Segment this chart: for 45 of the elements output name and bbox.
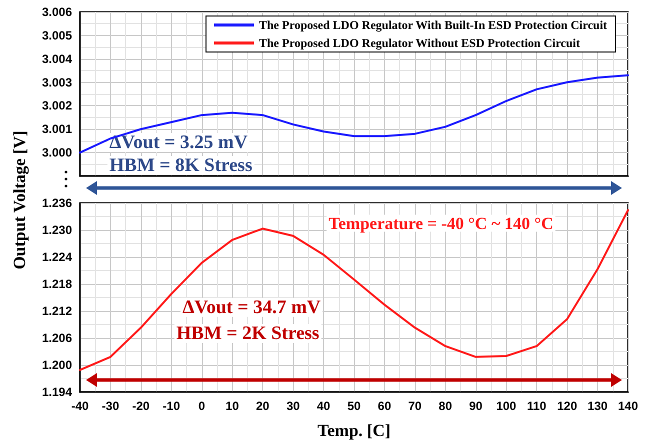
y-tick-label: 1.200: [42, 358, 72, 372]
x-tick-label: -30: [102, 399, 120, 413]
annotation: ΔVout = 3.25 mV: [109, 132, 248, 153]
annotation: HBM = 2K Stress: [176, 323, 320, 344]
y-tick-label: 1.212: [42, 304, 72, 318]
x-tick-label: -10: [162, 399, 180, 413]
y-tick-label: 3.001: [42, 122, 72, 136]
legend-label: The Proposed LDO Regulator With Built-In ESD Protection Circuit: [259, 18, 608, 32]
y-axis-title: Output Voltage [V]: [10, 130, 30, 270]
annotation: Temperature = -40 °C ~ 140 °C: [328, 214, 554, 233]
x-tick-label: -40: [71, 399, 89, 413]
annotation: ΔVout = 34.7 mV: [182, 296, 321, 318]
x-tick-label: 100: [496, 399, 517, 413]
line-series: [79, 209, 629, 371]
x-tick-label: 60: [378, 399, 392, 413]
y-tick-label: 3.006: [42, 5, 72, 19]
x-tick-label: 90: [469, 399, 483, 413]
x-tick-label: 110: [526, 399, 547, 413]
x-axis-title: Temp. [C]: [317, 421, 391, 440]
x-tick-label: 120: [557, 399, 578, 413]
y-tick-label: 1.230: [42, 223, 72, 237]
y-tick-label: 1.236: [42, 196, 72, 210]
y-tick-label: 3.004: [42, 52, 72, 66]
x-tick-label: 40: [316, 399, 331, 413]
y-tick-label: 1.206: [42, 331, 72, 345]
y-tick-label: 3.005: [42, 28, 72, 42]
y-tick-label: 1.218: [42, 277, 72, 291]
line-series: [79, 74, 629, 154]
x-tick-label: 10: [226, 399, 240, 413]
x-tick-label: -20: [132, 399, 150, 413]
x-tick-label: 80: [438, 399, 452, 413]
x-tick-label: 30: [286, 399, 300, 413]
x-tick-label: 50: [347, 399, 361, 413]
y-tick-label: 3.000: [42, 146, 72, 160]
y-tick-label: 3.002: [42, 98, 72, 113]
annotation: HBM = 8K Stress: [109, 154, 252, 176]
x-tick-label: 140: [618, 399, 638, 413]
x-tick-label: 70: [408, 399, 422, 413]
y-tick-label: 3.003: [42, 75, 72, 90]
legend-label: The Proposed LDO Regulator Without ESD Protection Circuit: [259, 36, 580, 50]
x-tick-label: 0: [198, 399, 206, 413]
x-tick-label: 130: [588, 399, 608, 413]
y-tick-label: 1.224: [42, 250, 72, 264]
x-tick-label: 20: [256, 399, 270, 413]
y-tick-label: 1.194: [42, 385, 72, 399]
